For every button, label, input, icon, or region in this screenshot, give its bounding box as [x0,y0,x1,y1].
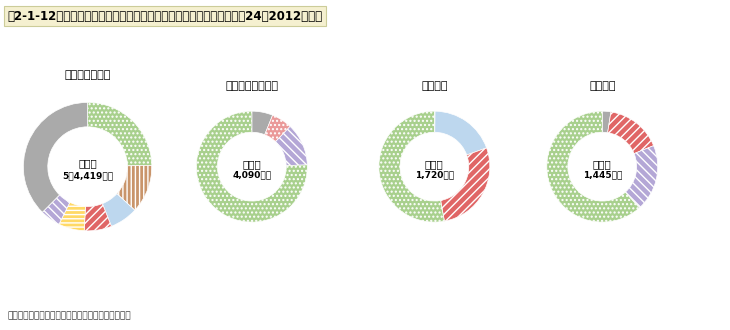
Wedge shape [42,195,70,224]
Text: 図2-1-12　我が国の主要農産物の国別輸入額割合（金額ベース、平成24（2012）年）: 図2-1-12 我が国の主要農産物の国別輸入額割合（金額ベース、平成24（201… [7,10,323,23]
Wedge shape [23,102,88,212]
Wedge shape [88,102,152,166]
Wedge shape [252,111,272,135]
Wedge shape [626,146,658,208]
Wedge shape [435,111,487,155]
Wedge shape [607,112,653,154]
Wedge shape [379,111,445,222]
Wedge shape [102,194,135,226]
Wedge shape [441,148,490,221]
Wedge shape [59,202,85,231]
Wedge shape [265,115,290,142]
Text: 輸入額: 輸入額 [78,158,97,168]
Wedge shape [275,126,307,166]
Wedge shape [196,111,307,222]
Text: 資料：財務省「貿易統計」を基に農林水産省で作成: 資料：財務省「貿易統計」を基に農林水産省で作成 [7,311,131,320]
Wedge shape [547,111,639,222]
Wedge shape [117,165,152,210]
Title: （大豆）: （大豆） [589,81,615,91]
Wedge shape [84,204,112,231]
Text: 1,720億円: 1,720億円 [415,171,454,180]
Title: （農産物全体）: （農産物全体） [64,70,111,80]
Text: 4,090億円: 4,090億円 [232,171,272,180]
Text: 輸入額: 輸入額 [242,159,261,169]
Text: 輸入額: 輸入額 [425,159,444,169]
Title: （小麦）: （小麦） [421,81,447,91]
Title: （とうもろこし）: （とうもろこし） [226,81,278,91]
Wedge shape [602,111,611,133]
Text: 5兆4,419億円: 5兆4,419億円 [62,172,113,181]
Text: 1,445億円: 1,445億円 [583,171,622,180]
Text: 輸入額: 輸入額 [593,159,612,169]
